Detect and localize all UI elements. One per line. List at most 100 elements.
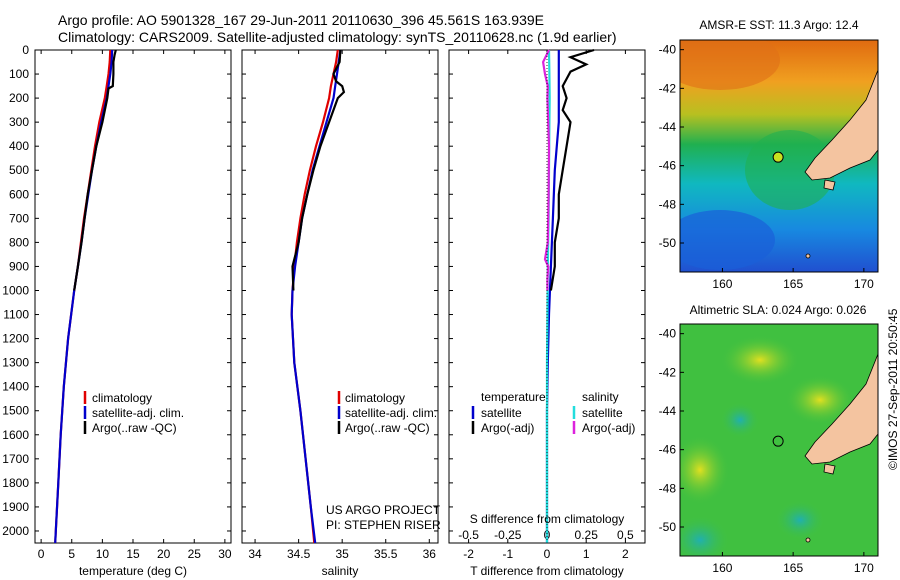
sla-high-patch (680, 435, 730, 505)
x-tick-label: 1 (583, 547, 590, 561)
depth-tick-label: 600 (9, 187, 29, 201)
x-tick-label: 30 (218, 547, 232, 561)
map-y-tick-label: -46 (659, 443, 677, 457)
depth-tick-label: 1400 (2, 380, 29, 394)
profile-series-line (291, 49, 346, 291)
map-y-tick-label: -44 (659, 120, 677, 134)
map-y-tick-label: -40 (659, 327, 677, 341)
sst-warm-patch (680, 40, 780, 90)
legend-label-temp-argo: Argo(-adj) (481, 421, 534, 435)
depth-tick-label: 500 (9, 163, 29, 177)
map-y-tick-label: -48 (659, 481, 677, 495)
depth-tick-label: 1000 (2, 283, 29, 297)
x-tick-label: -1 (502, 547, 513, 561)
depth-tick-label: 1600 (2, 428, 29, 442)
depth-tick-label: 900 (9, 259, 29, 273)
sla-map (680, 324, 878, 556)
profile-series-line (54, 49, 114, 544)
sst-small-island (805, 253, 811, 259)
salinity-panel-frame (241, 49, 439, 544)
map-x-tick-label: 160 (712, 277, 732, 291)
depth-tick-label: 400 (9, 139, 29, 153)
x-tick-label: 10 (96, 547, 110, 561)
depth-tick-label: 1300 (2, 356, 29, 370)
x-tick-label: 35.5 (374, 547, 398, 561)
depth-tick-label: 100 (9, 67, 29, 81)
profile-series-line (73, 49, 117, 291)
map-y-tick-label: -48 (659, 197, 677, 211)
sst-cool-patch (680, 210, 775, 270)
sla-low-patch (720, 402, 760, 438)
temperature-panel-frame (34, 49, 232, 544)
x-tick-label: 34 (248, 547, 262, 561)
x-axes: 0 5 10 15 20 25 30 34 34.5 35 35.5 36 -2 -1 0 1 2 -0.5 -0.… (38, 50, 634, 561)
depth-tick-label: 700 (9, 211, 29, 225)
map-y-tick-label: -44 (659, 404, 677, 418)
depth-tick-label: 1100 (3, 308, 29, 322)
salinity-legend: climatology satellite-adj. clim. Argo(..… (337, 391, 437, 435)
sla-high-patch (720, 335, 800, 385)
depth-tick-label: 300 (9, 115, 29, 129)
legend-label-sal-argo: Argo(-adj) (582, 421, 635, 435)
depth-tick-label: 1800 (2, 476, 29, 490)
legend-label-sal-satellite: satellite (582, 406, 623, 420)
sst-map-axes: 160 165 170 -40 -42 -44 -46 -48 -50 (659, 43, 875, 291)
salinity-xlabel: salinity (322, 564, 359, 578)
map-y-tick-label: -42 (659, 81, 677, 95)
sst-land-new-zealand (804, 69, 878, 181)
depth-axis: 0 100 200 300 400 500 600 700 800 900 1000 1100 1200… (2, 43, 645, 538)
top-x-tick-label: -0.5 (458, 528, 479, 542)
depth-tick-label: 1700 (2, 452, 29, 466)
map-x-tick-label: 160 (712, 561, 732, 575)
sla-land-new-zealand (804, 353, 878, 465)
map-x-tick-label: 165 (783, 561, 803, 575)
map-x-tick-label: 165 (783, 277, 803, 291)
map-y-tick-label: -42 (659, 365, 677, 379)
sst-land-stewart-island (823, 179, 836, 191)
map-y-tick-label: -50 (659, 520, 677, 534)
difference-legend: temperature salinity satellite Argo(-adj… (471, 390, 635, 435)
depth-tick-label: 800 (9, 235, 29, 249)
x-tick-label: 25 (188, 547, 202, 561)
depth-tick-label: 1200 (2, 332, 29, 346)
sla-map-frame (679, 323, 879, 557)
depth-tick-label: 2000 (2, 524, 29, 538)
sst-map (680, 40, 878, 272)
temperature-legend: climatology satellite-adj. clim. Argo(..… (83, 391, 184, 435)
sst-green-tongue (745, 130, 835, 210)
top-x-tick-label: 0.25 (575, 528, 599, 542)
sla-low-patch (680, 515, 730, 556)
x-tick-label: 0 (38, 547, 45, 561)
legend-label-climatology: climatology (345, 391, 405, 405)
profile-lines (54, 48, 595, 544)
pi-annotation: PI: STEPHEN RISER (326, 518, 441, 532)
sst-map-frame (679, 39, 879, 273)
profile-series-line (541, 49, 551, 291)
legend-label-argo: Argo(..raw -QC) (345, 421, 430, 435)
sla-map-axes: 160 165 170 -40 -42 -44 -46 -48 -50 (659, 327, 875, 575)
x-tick-label: 34.5 (287, 547, 311, 561)
sla-low-patch (775, 500, 825, 540)
x-tick-label: -2 (463, 547, 474, 561)
sla-argo-marker (772, 435, 784, 447)
legend-label-climatology: climatology (92, 391, 152, 405)
project-annotation: US ARGO PROJECT (326, 503, 441, 517)
depth-tick-label: 1900 (2, 500, 29, 514)
difference-xlabel: T difference from climatology (470, 564, 624, 578)
difference-top-xlabel: S difference from climatology (470, 512, 625, 526)
sla-high-patch (785, 375, 855, 425)
x-tick-label: 2 (622, 547, 629, 561)
profile-series-line (549, 48, 595, 291)
profile-series-line (290, 49, 339, 544)
legend-title-temperature: temperature (481, 390, 546, 404)
depth-tick-label: 200 (9, 91, 29, 105)
temperature-xlabel: temperature (deg C) (79, 564, 187, 578)
x-tick-label: 5 (68, 547, 75, 561)
x-tick-label: 15 (126, 547, 140, 561)
map-x-tick-label: 170 (854, 277, 874, 291)
x-tick-label: 0 (544, 547, 551, 561)
legend-title-salinity: salinity (582, 390, 619, 404)
plot-title-line1: Argo profile: AO 5901328_167 29-Jun-2011… (58, 12, 544, 28)
legend-label-satellite: satellite-adj. clim. (345, 406, 437, 420)
